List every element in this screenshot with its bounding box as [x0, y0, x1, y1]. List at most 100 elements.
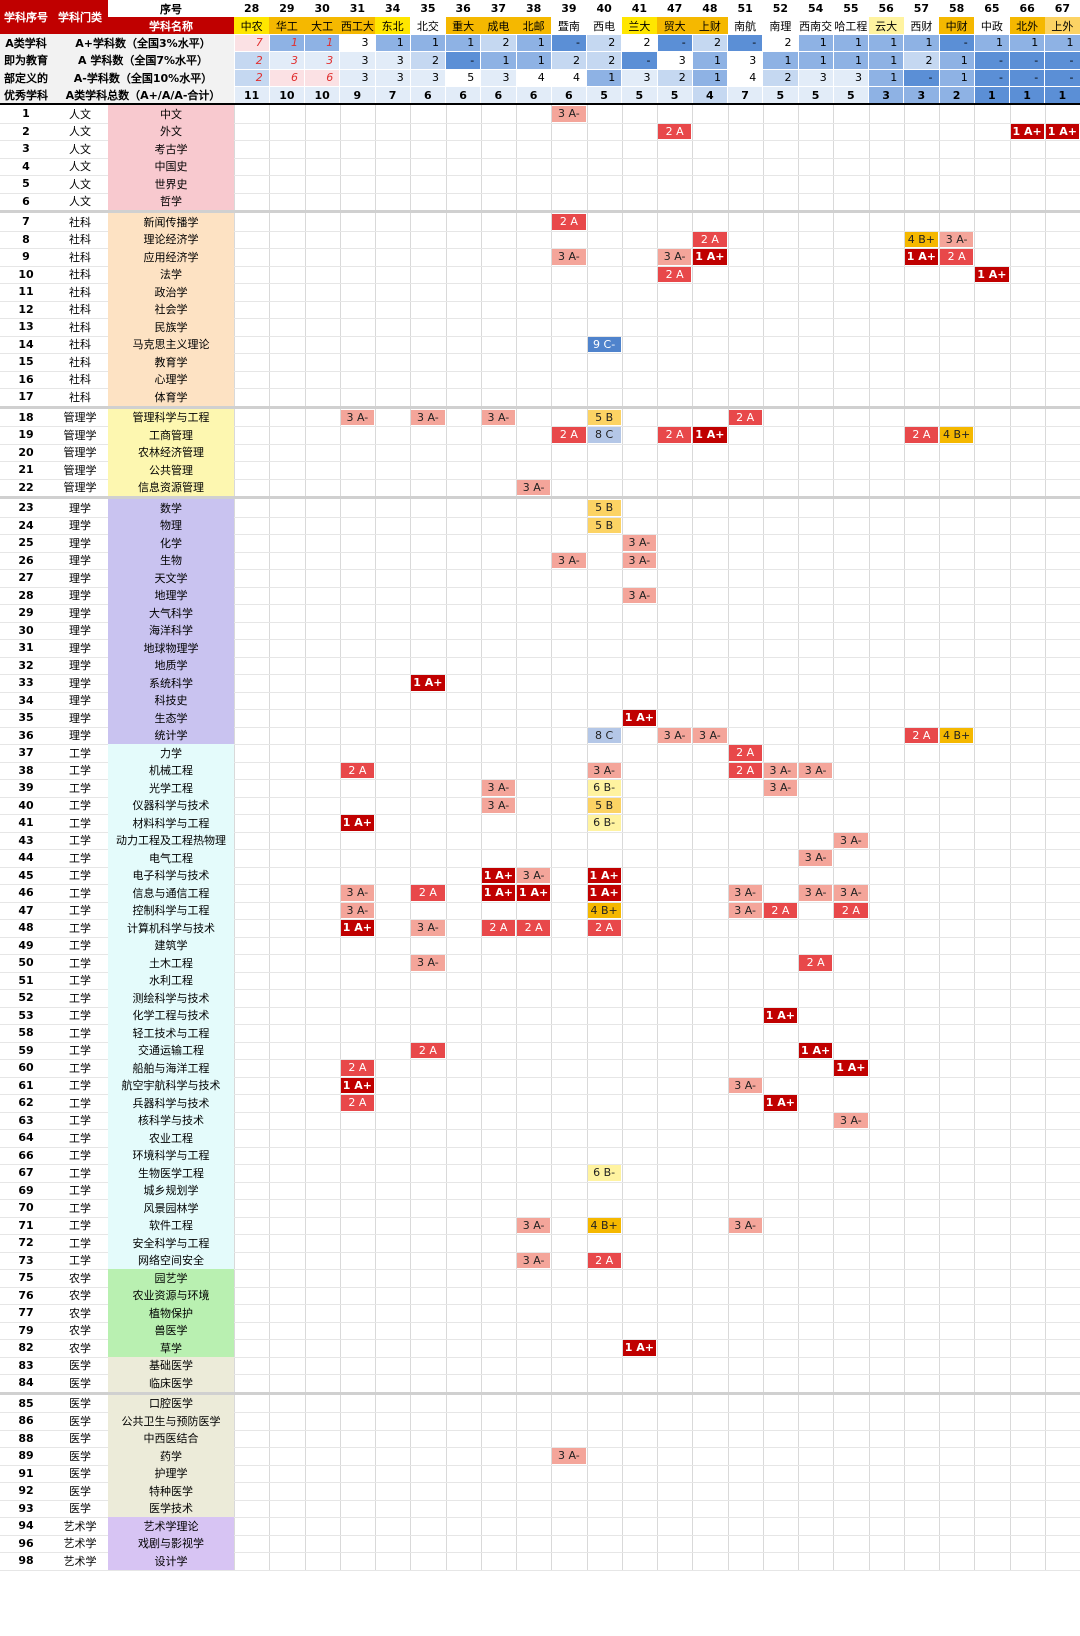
- row-category: 理学: [69, 624, 91, 638]
- row-category: 农学: [69, 1289, 91, 1303]
- row-gridline: [0, 1464, 1080, 1466]
- row-category: 医学: [69, 1397, 91, 1411]
- row-subject-index: 16: [18, 372, 34, 386]
- column-gridline: [762, 105, 764, 1570]
- university-name[interactable]: 北交: [410, 17, 446, 34]
- row-subject-index: 13: [18, 320, 34, 334]
- summary-count-cell: 1: [833, 34, 868, 51]
- row-gridline: [0, 175, 1080, 176]
- university-name[interactable]: 兰大: [621, 17, 657, 34]
- row-subject-index: 26: [18, 553, 34, 567]
- summary-count-cell: 1: [516, 52, 551, 69]
- row-subject-name: 数学: [108, 499, 234, 517]
- row-gridline: [0, 779, 1080, 780]
- row-gridline: [0, 1412, 1080, 1413]
- summary-count-cell: 10: [305, 87, 340, 104]
- row-subject-index: 91: [18, 1466, 34, 1480]
- grade-cell: 2 A: [658, 123, 692, 139]
- university-name[interactable]: 北邮: [516, 17, 552, 34]
- university-seq: 65: [984, 2, 1000, 15]
- row-category: 管理学: [63, 481, 97, 495]
- summary-count-cell: -: [551, 34, 586, 51]
- row-category: 医学: [69, 1414, 91, 1428]
- row-subject-name: 理论经济学: [108, 230, 234, 248]
- row-category: 理学: [69, 694, 91, 708]
- university-name[interactable]: 西财: [903, 17, 939, 34]
- university-name[interactable]: 云大: [868, 17, 904, 34]
- university-name[interactable]: 北外: [1009, 17, 1045, 34]
- row-gridline: [0, 1251, 1080, 1253]
- summary-count-cell: 5: [622, 87, 657, 104]
- university-name[interactable]: 中财: [939, 17, 975, 34]
- row-gridline: [0, 1216, 1080, 1218]
- university-name[interactable]: 东北: [375, 17, 411, 34]
- row-gridline: [0, 192, 1080, 194]
- row-category: 农学: [69, 1324, 91, 1338]
- summary-count-cell: 1: [798, 52, 833, 69]
- university-name[interactable]: 上外: [1044, 17, 1080, 34]
- university-name[interactable]: 哈工程: [833, 17, 869, 34]
- grade-cell: 3 A-: [763, 762, 797, 778]
- grade-cell: 1 A+: [481, 867, 515, 883]
- university-name[interactable]: 中政: [974, 17, 1010, 34]
- university-name[interactable]: 西南交: [798, 17, 834, 34]
- row-category: 社科: [69, 268, 91, 282]
- row-gridline: [0, 884, 1080, 885]
- header-subject-index: 学科序号: [0, 0, 52, 34]
- header-divider: [0, 103, 1080, 105]
- row-category: 人文: [69, 195, 91, 209]
- column-gridline: [516, 105, 517, 1570]
- summary-count-cell: 2: [481, 34, 516, 51]
- summary-left-label: 即为教育: [0, 51, 52, 69]
- university-name[interactable]: 大工: [304, 17, 340, 34]
- summary-count-cell: 1: [798, 34, 833, 51]
- row-category: 工学: [69, 974, 91, 988]
- summary-row-label: A+学科数（全国3%水平）: [52, 34, 234, 52]
- university-name[interactable]: 贸大: [657, 17, 693, 34]
- row-subject-name: 风景园林学: [108, 1199, 234, 1217]
- row-subject-name: 临床医学: [108, 1374, 234, 1392]
- university-name[interactable]: 西工大: [339, 17, 375, 34]
- row-gridline: [0, 1286, 1080, 1288]
- row-subject-name: 公共管理: [108, 461, 234, 479]
- summary-left-label: 优秀学科: [0, 86, 52, 104]
- university-name[interactable]: 西电: [586, 17, 622, 34]
- column-gridline: [445, 105, 447, 1570]
- row-subject-name: 地球物理学: [108, 639, 234, 657]
- university-name[interactable]: 南理: [762, 17, 798, 34]
- row-gridline: [0, 814, 1080, 815]
- row-gridline: [0, 248, 1080, 249]
- row-gridline: [0, 1006, 1080, 1008]
- university-name[interactable]: 华工: [269, 17, 305, 34]
- summary-count-cell: 3: [340, 69, 375, 86]
- summary-count-cell: -: [657, 34, 692, 51]
- grade-cell: 1 A+: [622, 710, 656, 726]
- row-subject-index: 75: [18, 1271, 34, 1285]
- university-name[interactable]: 南航: [727, 17, 763, 34]
- university-name[interactable]: 成电: [480, 17, 516, 34]
- row-subject-index: 92: [18, 1484, 34, 1498]
- row-subject-index: 29: [18, 606, 34, 620]
- row-subject-name: 中西医结合: [108, 1429, 234, 1447]
- summary-count-cell: 9: [340, 87, 375, 104]
- row-category: 理学: [69, 589, 91, 603]
- row-category: 社科: [69, 233, 91, 247]
- row-subject-index: 47: [18, 903, 34, 917]
- row-subject-index: 21: [18, 463, 34, 477]
- summary-count-cell: 6: [305, 69, 340, 86]
- row-subject-index: 33: [18, 676, 34, 690]
- summary-count-cell: 3: [728, 52, 763, 69]
- row-category: 工学: [69, 1009, 91, 1023]
- university-seq: 58: [948, 2, 965, 15]
- summary-count-cell: 1: [974, 34, 1009, 51]
- university-name[interactable]: 暨南: [551, 17, 587, 34]
- row-subject-name: 网络空间安全: [108, 1251, 234, 1269]
- row-gridline: [0, 1059, 1080, 1060]
- university-name[interactable]: 上财: [692, 17, 728, 34]
- grade-cell: 2 A: [481, 920, 515, 936]
- university-seq: 30: [314, 2, 330, 15]
- grade-cell: 3 A-: [517, 1252, 551, 1268]
- university-name[interactable]: 重大: [445, 17, 481, 34]
- row-subject-index: 89: [18, 1449, 34, 1463]
- university-name[interactable]: 中农: [234, 17, 270, 34]
